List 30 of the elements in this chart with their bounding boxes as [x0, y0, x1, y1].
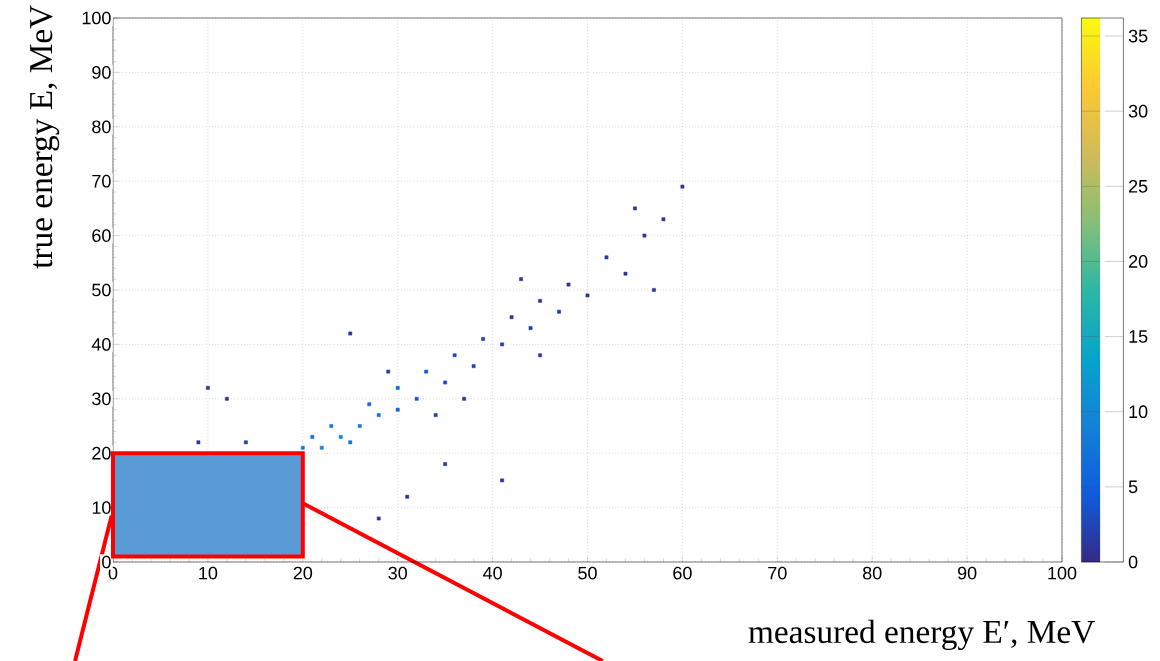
y-axis-title: true energy E, MeV: [30, 5, 60, 269]
y-tick-label: 40: [91, 338, 111, 351]
x-tick-label: 50: [578, 566, 597, 580]
x-tick-label: 10: [199, 566, 218, 580]
y-tick-label: 90: [92, 66, 111, 79]
x-tick-label: 100: [1048, 566, 1077, 580]
color-bar-label: 35: [1128, 29, 1148, 43]
y-tick-label: 70: [92, 174, 111, 188]
y-tick-label: 30: [92, 392, 111, 406]
color-bar-label: 5: [1128, 480, 1138, 494]
color-bar-label: 30: [1128, 104, 1148, 118]
y-tick-label: 10: [92, 501, 111, 514]
y-tick-label: 60: [92, 229, 111, 242]
x-tick-label: 90: [957, 566, 977, 580]
y-tick-label: 100: [82, 11, 111, 25]
color-bar-label: 15: [1129, 330, 1148, 343]
color-bar-label: 20: [1129, 255, 1148, 268]
y-tick-label: 20: [92, 446, 111, 460]
x-axis-title: measured energy E′, MeV: [748, 619, 1095, 651]
x-tick-label: 80: [862, 566, 882, 580]
x-tick-label: 20: [293, 566, 313, 580]
x-tick-label: 30: [388, 566, 408, 580]
y-tick-label: 80: [92, 120, 111, 134]
x-tick-label: 40: [483, 566, 502, 580]
color-bar-label: 0: [1128, 555, 1138, 569]
x-tick-label: 60: [673, 566, 692, 580]
x-tick-label: 70: [768, 566, 787, 580]
color-bar-label: 25: [1129, 179, 1148, 193]
y-tick-label: 50: [92, 283, 111, 297]
color-bar-label: 10: [1129, 405, 1148, 419]
